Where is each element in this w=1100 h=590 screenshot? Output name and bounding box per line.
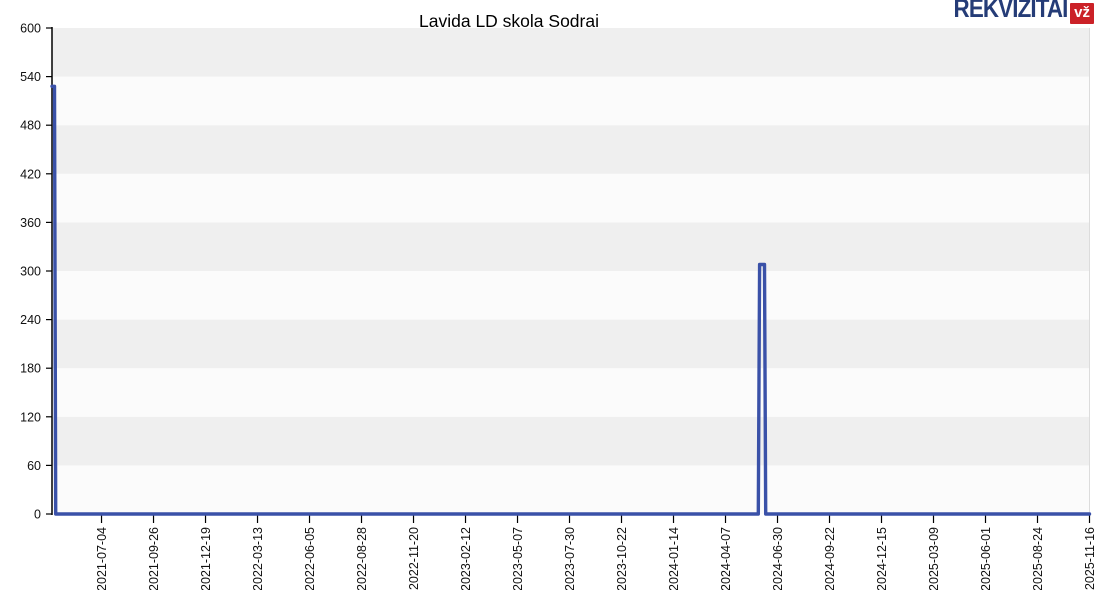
rekvizitai-logo-text: REKVIZITAI [953, 0, 1068, 23]
y-axis-label: 600 [20, 22, 41, 36]
x-axis-label: 2025-08-24 [1031, 527, 1045, 590]
plot-band [52, 368, 1090, 417]
plot-band [52, 416, 1090, 466]
x-axis-label: 2025-06-01 [979, 527, 993, 590]
x-axis-label: 2023-10-22 [615, 527, 629, 590]
y-axis-label: 480 [20, 119, 41, 133]
y-axis-label: 240 [20, 313, 41, 327]
y-axis-label: 60 [27, 459, 41, 473]
x-axis-label: 2025-11-16 [1083, 527, 1097, 590]
y-axis-label: 300 [20, 265, 41, 279]
x-axis-label: 2024-09-22 [823, 527, 837, 590]
rekvizitai-logo[interactable]: REKVIZITAI vž [935, 0, 1094, 24]
y-axis-label: 420 [20, 167, 41, 181]
chart-title: Lavida LD skola Sodrai [419, 11, 599, 31]
x-axis-label: 2023-02-12 [459, 527, 473, 590]
y-axis-label: 540 [20, 70, 41, 84]
x-axis-label: 2024-01-14 [667, 527, 681, 590]
plot-band [52, 465, 1090, 514]
x-axis-label: 2021-09-26 [147, 527, 161, 590]
x-axis-label: 2025-03-09 [927, 527, 941, 590]
plot-band [52, 173, 1090, 223]
x-axis-label: 2022-06-05 [303, 527, 317, 590]
y-axis-label: 0 [34, 508, 41, 522]
plot-band [52, 28, 1090, 77]
plot-band [52, 76, 1090, 126]
y-axis-label: 120 [20, 410, 41, 424]
x-axis-label: 2021-12-19 [199, 527, 213, 590]
x-axis-label: 2022-08-28 [355, 527, 369, 590]
x-axis-label: 2023-05-07 [511, 527, 525, 590]
x-axis-label: 2024-12-15 [875, 527, 889, 590]
vz-logo-badge: vž [1070, 3, 1094, 24]
x-axis-label: 2024-06-30 [771, 527, 785, 590]
plot-band [52, 271, 1090, 320]
x-axis-label: 2022-03-13 [251, 527, 265, 590]
x-axis-label: 2024-04-07 [719, 527, 733, 590]
y-axis-label: 180 [20, 362, 41, 376]
plot-band [52, 319, 1090, 369]
x-axis-label: 2023-07-30 [563, 527, 577, 590]
y-axis-label: 360 [20, 216, 41, 230]
plot-band [52, 222, 1090, 271]
plot-band [52, 125, 1090, 174]
series-line [50, 84, 1092, 516]
x-axis-label: 2021-07-04 [95, 527, 109, 590]
x-axis-label: 2022-11-20 [407, 527, 421, 590]
